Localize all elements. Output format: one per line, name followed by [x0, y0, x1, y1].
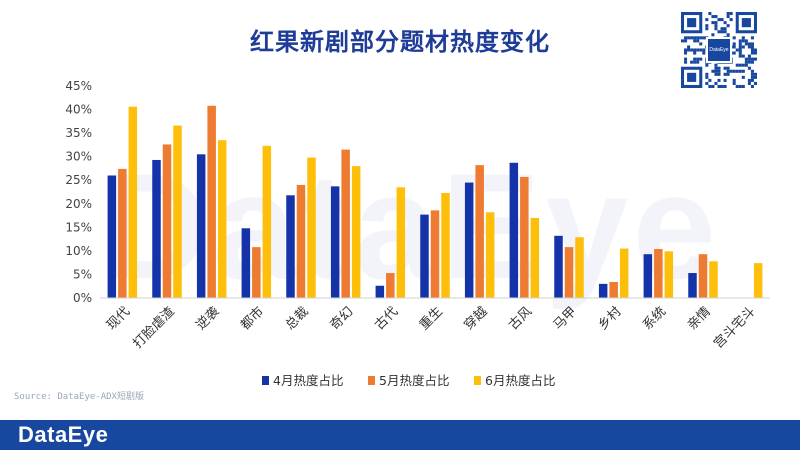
footer-bar [0, 420, 800, 450]
y-axis: 0% 5% 10% 15% 20% 25% 30% 35% 40% 45% [65, 79, 92, 305]
x-tick-label: 重生 [416, 304, 446, 334]
footer-logo: DataEye [18, 422, 109, 447]
bar [643, 254, 653, 298]
source-note: Source: DataEye-ADX短剧版 [14, 392, 144, 402]
bar [598, 283, 608, 298]
x-tick-label: 奇幻 [327, 304, 357, 334]
chart-title: 红果新剧部分题材热度变化 [250, 28, 550, 56]
qr-code: DataEye [681, 12, 757, 88]
x-tick-label: 亲情 [685, 304, 714, 333]
bar [386, 273, 395, 298]
x-tick-label: 系统 [640, 304, 669, 333]
x-tick-label: 都市 [237, 304, 267, 334]
bar [252, 247, 261, 298]
bar [475, 165, 484, 298]
bar [430, 210, 440, 298]
legend-label: 6月热度占比 [485, 373, 555, 388]
x-tick-label: 现代 [104, 304, 133, 333]
bar [564, 247, 574, 298]
x-tick-label: 总裁 [282, 304, 312, 334]
y-tick-label: 5% [73, 267, 92, 281]
bar [241, 228, 251, 298]
bar [530, 217, 540, 298]
bar-chart: 0% 5% 10% 15% 20% 25% 30% 35% 40% 45% 现代打脸虐渣 逆袭 都市总… [65, 79, 770, 388]
bar [217, 140, 227, 298]
legend: 4月热度占比 5月热度占比 6月热度占比 [262, 373, 555, 388]
bar [307, 157, 316, 298]
bar [341, 149, 350, 298]
x-tick-label: 马甲 [551, 304, 580, 333]
bar [196, 154, 206, 298]
bar [688, 273, 697, 298]
qr-logo: DataEye [706, 37, 732, 63]
x-tick-label: 宫斗宅斗 [711, 304, 758, 351]
bar [485, 212, 495, 298]
bar [698, 254, 708, 298]
bar [351, 166, 361, 298]
bar [464, 182, 474, 298]
legend-label: 5月热度占比 [379, 373, 449, 388]
y-tick-label: 25% [65, 173, 92, 187]
legend-label: 4月热度占比 [273, 373, 343, 388]
bar [520, 176, 529, 298]
bar [296, 184, 306, 298]
bar [207, 105, 216, 298]
bar [396, 187, 406, 298]
y-tick-label: 20% [65, 197, 92, 211]
bar [509, 162, 519, 298]
x-tick-label: 逆袭 [193, 304, 223, 334]
bar [554, 235, 563, 298]
legend-swatch [262, 376, 269, 385]
bar [128, 106, 138, 299]
x-tick-label: 打脸虐渣 [130, 304, 178, 352]
bar [162, 144, 172, 298]
bar [118, 168, 127, 298]
y-tick-label: 30% [65, 150, 92, 164]
bar [709, 261, 718, 298]
bar [107, 175, 117, 298]
x-tick-label: 古风 [506, 304, 535, 333]
y-tick-label: 0% [73, 291, 92, 305]
legend-swatch [368, 376, 375, 385]
x-tick-label: 古代 [372, 304, 401, 333]
bar [575, 237, 584, 298]
y-tick-label: 10% [65, 244, 92, 258]
bar [152, 159, 161, 298]
bar [654, 249, 663, 298]
bar [173, 125, 182, 298]
bar [619, 248, 629, 298]
bar [441, 192, 450, 298]
bar [753, 263, 763, 298]
bars [107, 105, 763, 299]
bar [286, 195, 295, 298]
y-tick-label: 40% [65, 103, 92, 117]
y-tick-label: 15% [65, 220, 92, 234]
legend-swatch [474, 376, 481, 385]
qr-logo-label: DataEye [709, 47, 729, 53]
bar [330, 186, 340, 298]
x-tick-label: 乡村 [595, 304, 624, 333]
x-tick-label: 穿越 [461, 304, 491, 334]
bar [420, 214, 429, 298]
bar [375, 285, 385, 298]
y-tick-label: 45% [65, 79, 92, 93]
bar [664, 251, 674, 298]
bar [609, 281, 618, 298]
y-tick-label: 35% [65, 126, 92, 140]
bar [262, 145, 272, 298]
